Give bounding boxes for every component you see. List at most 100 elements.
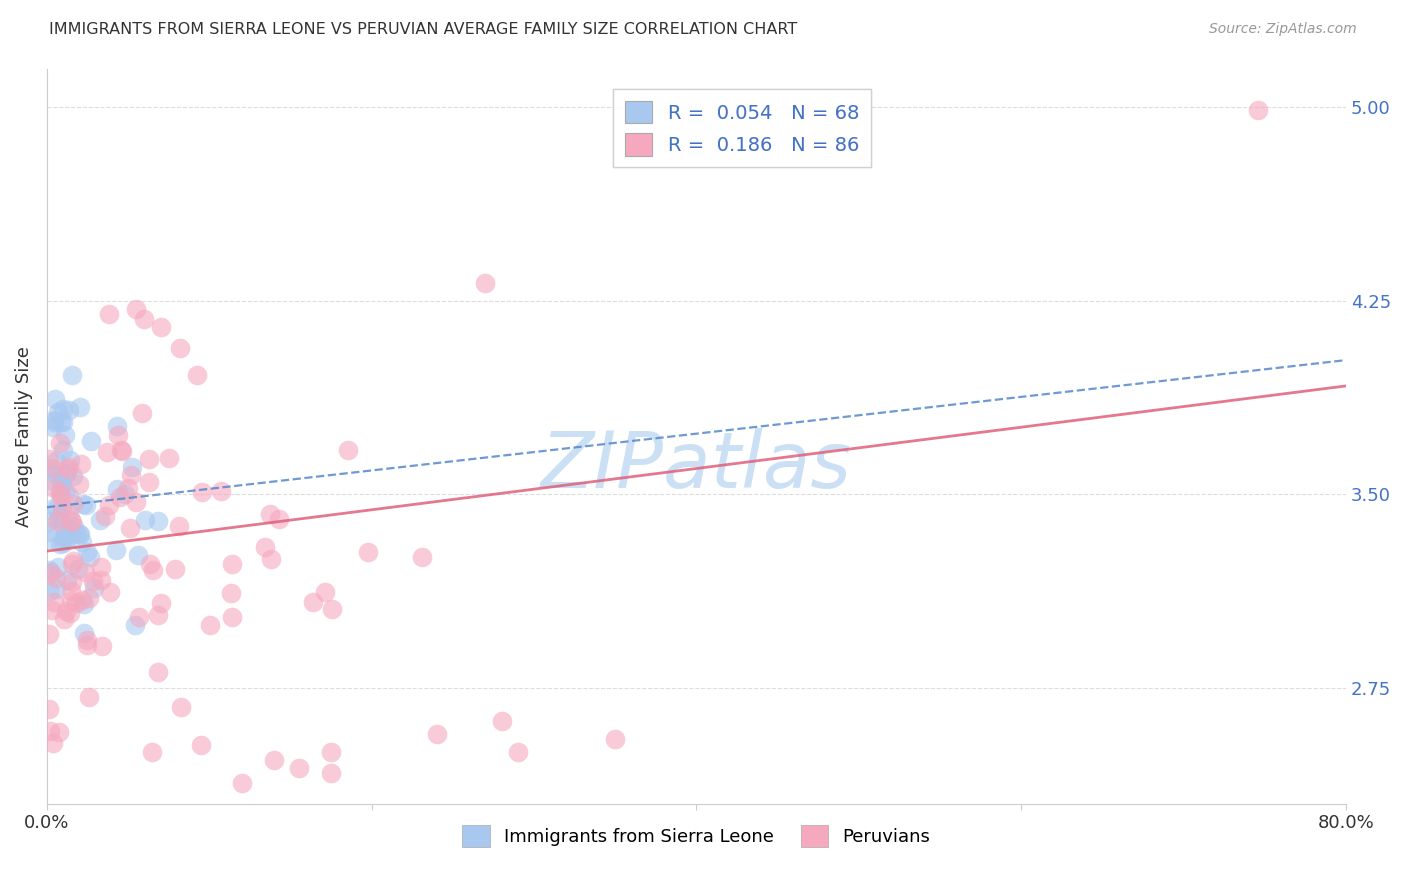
Point (44, 392, 66, 406)
Point (105, 543, 128, 558)
Point (73, 565, 96, 579)
Point (121, 459, 143, 474)
Point (1247, 103, 1270, 117)
Point (49, 485, 72, 500)
Point (200, 618, 222, 632)
Point (60, 368, 83, 382)
Point (60, 513, 83, 527)
Point (48, 725, 70, 739)
Point (55, 604, 77, 618)
Point (269, 512, 291, 526)
Point (38, 462, 60, 476)
Point (105, 482, 128, 496)
Point (45, 571, 67, 585)
Point (259, 508, 281, 522)
Point (79, 690, 101, 705)
Point (149, 319, 172, 334)
Point (58, 460, 80, 475)
Point (46, 405, 69, 419)
Point (80, 434, 103, 448)
Point (77, 591, 100, 606)
Y-axis label: Average Family Size: Average Family Size (15, 346, 32, 526)
Point (142, 563, 165, 577)
Point (56, 532, 79, 546)
Point (76, 633, 98, 648)
Point (117, 481, 139, 495)
Point (60, 558, 83, 572)
Point (319, 766, 342, 780)
Point (45, 582, 67, 596)
Point (128, 610, 150, 624)
Point (76, 544, 98, 558)
Point (94, 509, 117, 524)
Point (46, 560, 69, 574)
Point (287, 761, 309, 775)
Point (314, 584, 336, 599)
Point (67, 561, 90, 575)
Point (219, 585, 242, 599)
Point (41, 603, 63, 617)
Point (321, 602, 343, 616)
Point (38, 532, 60, 546)
Point (38, 627, 60, 641)
Point (79, 549, 101, 564)
Point (52, 415, 75, 429)
Point (70, 593, 93, 607)
Point (59, 452, 82, 467)
Point (42, 460, 65, 475)
Point (53, 521, 76, 535)
Point (263, 753, 285, 767)
Point (39, 566, 62, 580)
Point (55, 467, 77, 481)
Point (52, 531, 75, 545)
Point (70, 457, 93, 471)
Point (42, 413, 65, 427)
Point (163, 562, 186, 576)
Point (59, 584, 82, 599)
Point (357, 545, 380, 559)
Point (49, 508, 72, 523)
Point (49, 474, 72, 488)
Point (83, 581, 105, 595)
Point (111, 444, 134, 458)
Text: IMMIGRANTS FROM SIERRA LEONE VS PERUVIAN AVERAGE FAMILY SIZE CORRELATION CHART: IMMIGRANTS FROM SIERRA LEONE VS PERUVIAN… (49, 22, 797, 37)
Point (49, 484, 72, 499)
Point (70, 534, 93, 549)
Point (120, 468, 142, 483)
Point (44, 500, 66, 514)
Point (51, 500, 73, 514)
Point (209, 483, 232, 498)
Point (41, 419, 63, 434)
Point (127, 548, 149, 562)
Point (134, 311, 156, 326)
Point (114, 487, 136, 501)
Point (53, 611, 76, 625)
Point (167, 518, 190, 533)
Point (89, 513, 111, 527)
Point (254, 540, 277, 554)
Text: Source: ZipAtlas.com: Source: ZipAtlas.com (1209, 22, 1357, 37)
Point (82, 574, 104, 588)
Point (60, 515, 83, 529)
Point (60, 575, 83, 590)
Point (105, 418, 128, 433)
Point (39, 565, 62, 579)
Point (69, 400, 91, 414)
Point (44, 467, 66, 482)
Point (107, 427, 129, 442)
Point (53, 529, 76, 543)
Point (62, 468, 84, 483)
Point (45, 454, 67, 468)
Point (38, 452, 60, 467)
Point (221, 610, 243, 624)
Point (75, 498, 97, 512)
Point (48, 537, 70, 551)
Point (138, 475, 160, 490)
Point (38, 563, 60, 577)
Point (138, 452, 160, 467)
Point (90, 573, 112, 587)
Point (411, 549, 433, 564)
Point (53, 427, 76, 442)
Point (65, 525, 87, 540)
Point (231, 776, 253, 790)
